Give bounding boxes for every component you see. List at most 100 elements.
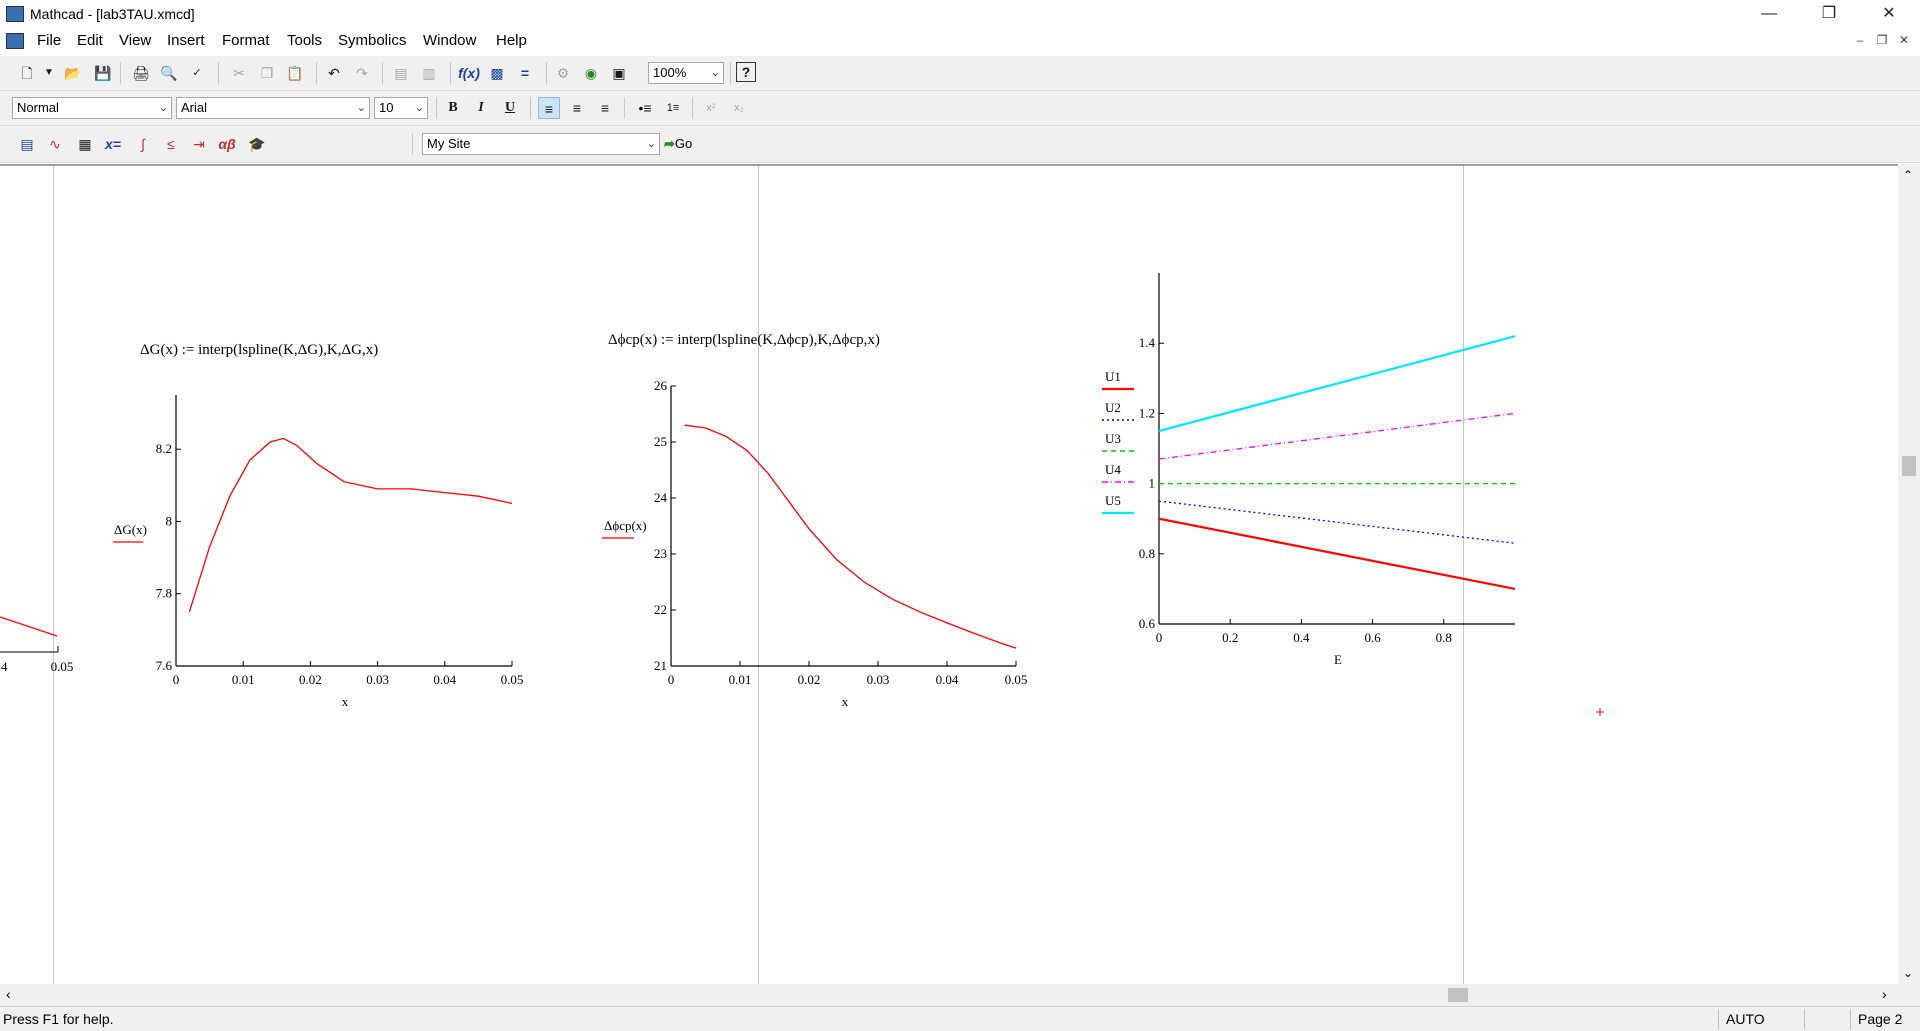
font-size-select[interactable]: 10 ⌄	[374, 97, 428, 119]
graph-icon[interactable]: ∿	[49, 136, 61, 152]
y-tick-label: 1.2	[1139, 405, 1155, 420]
y-tick-label: 0.8	[1139, 546, 1155, 561]
align-center-icon[interactable]: ≡	[572, 100, 582, 116]
resource-center-icon[interactable]: ◉	[584, 65, 598, 81]
y-tick-label: 8.2	[156, 441, 172, 456]
page-guide-line	[758, 166, 759, 986]
symbolic-icon[interactable]: 🎓	[248, 136, 266, 152]
numbered-list-icon[interactable]: 1≡	[666, 102, 680, 114]
paste-icon[interactable]: 📋	[286, 65, 304, 81]
insert-component-icon[interactable]: ⚙	[556, 65, 570, 81]
save-icon[interactable]: 💾	[94, 65, 112, 81]
calculate-icon[interactable]: =	[520, 65, 530, 81]
matrix-icon[interactable]: ▦	[78, 136, 92, 152]
menu-tools[interactable]: Tools	[287, 32, 323, 49]
minimize-button[interactable]: —	[1746, 0, 1792, 28]
boolean-icon[interactable]: ≤	[167, 136, 175, 152]
go-arrow-icon: ➦	[664, 136, 675, 151]
chevron-down-icon: ⌄	[414, 102, 424, 114]
align-across-icon[interactable]: ▤	[394, 65, 408, 81]
align-right-icon[interactable]: ≡	[600, 100, 610, 116]
x-tick-label: 0.4	[1293, 630, 1310, 645]
programming-icon[interactable]: ⇥	[193, 136, 205, 152]
scroll-down-icon[interactable]: ⌄	[1903, 966, 1914, 980]
plot-dG-ylabel: ΔG(x)	[114, 522, 147, 537]
plot-dphi-series	[684, 424, 1017, 649]
x-tick-label: 0.02	[798, 672, 821, 687]
mdi-restore-icon[interactable]: ❐	[1876, 33, 1888, 47]
zoom-select[interactable]: 100% ⌄	[648, 62, 724, 84]
separator	[316, 62, 317, 84]
status-divider	[1718, 1009, 1719, 1029]
horizontal-scroll-thumb[interactable]	[1448, 988, 1468, 1002]
restore-button[interactable]: ❐	[1806, 0, 1852, 28]
region-icon[interactable]: ▣	[612, 65, 626, 81]
scroll-up-icon[interactable]: ⌃	[1903, 168, 1914, 182]
superscript-icon[interactable]: x²	[706, 102, 716, 114]
document-icon[interactable]	[6, 33, 24, 49]
bold-button[interactable]: B	[448, 100, 458, 115]
redo-icon[interactable]: ↷	[356, 65, 368, 81]
horizontal-scrollbar[interactable]: ‹ ›	[0, 984, 1898, 1006]
menu-edit[interactable]: Edit	[77, 32, 103, 49]
partial-xtick-label: 0.05	[51, 659, 74, 674]
insert-unit-icon[interactable]: ▩	[490, 65, 504, 81]
cut-icon[interactable]: ✂	[233, 65, 245, 81]
spell-check-icon[interactable]: ✓	[192, 67, 202, 79]
undo-icon[interactable]: ↶	[328, 65, 340, 81]
subscript-icon[interactable]: x₂	[734, 102, 744, 114]
plot-dG-series	[188, 437, 513, 612]
calculus-icon[interactable]: ∫	[141, 136, 145, 152]
print-preview-icon[interactable]: 🔍	[160, 65, 178, 81]
x-tick-label: 0	[668, 672, 675, 687]
menu-file[interactable]: File	[37, 32, 62, 49]
restore-icon: ❐	[1821, 5, 1837, 22]
go-label: Go	[674, 136, 693, 151]
new-document-icon[interactable]: 🗋	[21, 65, 33, 81]
style-select[interactable]: Normal ⌄	[12, 97, 172, 119]
greek-icon[interactable]: αβ	[218, 136, 236, 152]
font-select[interactable]: Arial ⌄	[176, 97, 370, 119]
plot-dphi[interactable]: 26 25 24 23 22 210 0.01 0.02 0.03 0.04 0.05 Δϕcp(x…	[602, 378, 1027, 709]
align-down-icon[interactable]: ▥	[422, 65, 436, 81]
scroll-right-icon[interactable]: ›	[1882, 986, 1887, 1002]
x-tick-label: 0.05	[1005, 672, 1028, 687]
close-window-button[interactable]: ✕	[1866, 0, 1912, 28]
bullet-list-icon[interactable]: •≡	[638, 100, 652, 116]
help-icon[interactable]: ?	[736, 62, 756, 82]
align-left-icon[interactable]: ≡	[538, 97, 560, 119]
menu-insert[interactable]: Insert	[167, 32, 205, 49]
print-icon[interactable]: 🖨	[132, 65, 150, 81]
plots-canvas[interactable]: 4 0.05 8.287.87.60 0.01 0.02 0.03 0.04 0.05 Δ…	[0, 166, 1898, 986]
insert-function-icon[interactable]: f(x)	[458, 65, 480, 81]
math-expression-dG[interactable]: ΔG(x) := interp(lspline(K,ΔG),K,ΔG,x)	[140, 342, 379, 358]
site-select[interactable]: My Site ⌄	[422, 133, 660, 155]
menu-help[interactable]: Help	[496, 32, 527, 49]
y-tick-label: 7.8	[156, 586, 172, 601]
mdi-close-icon[interactable]: ✕	[1898, 33, 1910, 47]
worksheet-area[interactable]: ΔG(x) := interp(lspline(K,ΔG),K,ΔG,x) Δϕ…	[0, 164, 1898, 986]
scroll-left-icon[interactable]: ‹	[6, 986, 11, 1002]
calculator-icon[interactable]: ▤	[20, 136, 34, 152]
evaluation-icon[interactable]: x=	[105, 136, 121, 152]
vertical-scrollbar[interactable]: ⌃ ⌄	[1898, 164, 1920, 984]
math-expression-dphi[interactable]: Δϕcp(x) := interp(lspline(K,Δϕcp),K,Δϕcp…	[608, 332, 880, 348]
underline-button[interactable]: U	[504, 100, 516, 115]
copy-icon[interactable]: ❐	[260, 65, 274, 81]
menu-symbolics[interactable]: Symbolics	[338, 32, 407, 49]
menu-view[interactable]: View	[119, 32, 152, 49]
y-tick-label: 21	[654, 658, 667, 673]
plot-dG[interactable]: 8.2 8 7.8 7.60 0.01 0.02 0.03 0.04 0.05 ΔG(x) x	[113, 395, 523, 709]
scrollbar-corner	[1898, 984, 1920, 1006]
menu-window[interactable]: Window	[423, 32, 477, 49]
mdi-minimize-icon[interactable]: –	[1856, 33, 1864, 47]
vertical-scroll-thumb[interactable]	[1902, 456, 1916, 476]
partial-plot-left[interactable]: 4 0.05	[0, 616, 74, 674]
new-dropdown-icon[interactable]: ▼	[44, 67, 54, 78]
status-page: Page 2	[1858, 1011, 1903, 1027]
go-button[interactable]: ➦Go	[664, 136, 692, 152]
italic-button[interactable]: I	[478, 100, 484, 115]
open-folder-icon[interactable]: 📂	[64, 65, 82, 81]
menu-format[interactable]: Format	[222, 32, 270, 49]
